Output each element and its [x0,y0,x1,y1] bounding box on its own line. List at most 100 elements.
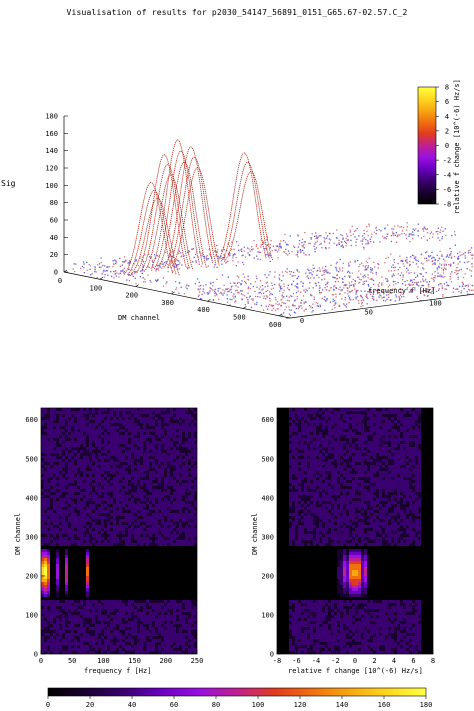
heatmap-cell [176,567,180,571]
heatmap-cell [110,567,114,571]
surface-noise-point [142,264,144,266]
heatmap-cell [167,471,171,475]
surface-noise-point [123,256,126,258]
heatmap-cell [194,432,197,436]
surface-noise-point [358,282,360,284]
heatmap-cell [125,432,129,436]
heatmap-cell [170,543,174,547]
heatmap-cell [185,471,189,475]
heatmap-cell [143,468,147,472]
heatmap-cell [44,558,48,562]
surface-noise-point [345,245,347,247]
heatmap-cell [161,507,165,511]
heatmap-cell [152,432,156,436]
heatmap-cell [170,447,174,451]
heatmap-cell [92,453,96,457]
surface-noise-point [304,254,307,256]
heatmap-cell [116,522,120,526]
surface-noise-point [232,255,234,257]
heatmap-cell [128,528,132,532]
heatmap-cell [155,468,159,472]
surface-noise-point [412,231,414,233]
surface-noise-point [172,270,174,272]
heatmap-cell [62,546,66,550]
surface-noise-point [424,252,427,254]
heatmap-cell [176,546,180,550]
heatmap-cell [176,543,180,547]
heatmap-cell [62,510,66,514]
heatmap-cell [113,471,117,475]
surface-noise-point [399,288,401,291]
heatmap-cell [119,438,123,442]
heatmap-cell [182,552,186,556]
surface-noise-point [386,280,389,282]
surface-noise-point [443,263,445,265]
heatmap-cell [185,567,189,571]
heatmap-cell [176,471,180,475]
surface-noise-point [173,263,175,265]
surface-noise-point [434,263,436,265]
surface-noise-point [406,280,408,282]
heatmap-cell [107,417,111,421]
heatmap-cell [68,483,72,487]
heatmap-cell [80,522,84,526]
heatmap-cell [146,552,150,556]
surface-noise-point [178,263,180,266]
surface-noise-point [367,243,369,245]
heatmap-cell [146,531,150,535]
heatmap-cell [131,459,135,463]
heatmap-cell [140,546,144,550]
surface-noise-point [452,291,454,293]
surface-noise-point [364,280,366,282]
heatmap-cell [134,567,138,571]
heatmap-cell [65,483,69,487]
heatmap-cell [170,483,174,487]
heatmap-cell [161,489,165,493]
heatmap-cell [92,549,96,553]
surface-noise-point [202,290,204,292]
heatmap-cell [47,429,51,433]
heatmap-cell [71,492,75,496]
heatmap-cell [116,552,120,556]
heatmap-cell [158,456,162,460]
heatmap-cell [131,438,135,442]
heatmap-cell [86,534,90,538]
heatmap-cell [122,513,126,517]
heatmap-cell [179,513,183,517]
surface-noise-point [371,269,373,271]
heatmap-cell [149,468,153,472]
surface-noise-point [385,277,387,280]
heatmap-cell [41,423,45,427]
heatmap-cell [140,492,144,496]
heatmap-cell [155,558,159,562]
surface-noise-point [285,306,287,308]
surface-noise-point [241,290,244,292]
surface-noise-point [294,299,296,301]
heatmap-cell [74,531,78,535]
heatmap-cell [59,435,63,439]
heatmap-cell [191,474,195,478]
surface-noise-point [262,241,265,243]
surface-noise-point [245,282,247,285]
heatmap-cell [95,510,99,514]
heatmap-cell [173,501,177,505]
heatmap-cell [119,528,123,532]
surface-noise-point [265,247,267,249]
heatmap-cell [50,507,54,511]
heatmap-cell [185,510,189,514]
heatmap-cell [188,474,192,478]
heatmap-cell [77,534,81,538]
heatmap-cell [53,564,57,568]
heatmap-cell [170,522,174,526]
surface-noise-point [458,269,461,271]
heatmap-cell [98,459,102,463]
heatmap-cell [41,507,45,511]
surface-noise-point [382,296,384,298]
heatmap-cell [173,528,177,532]
heatmap-cell [50,522,54,526]
surface-noise-point [454,234,456,236]
heatmap-cell [86,519,90,523]
heatmap-cell [176,519,180,523]
surface-noise-point [366,296,368,298]
surface-noise-point [100,266,102,268]
